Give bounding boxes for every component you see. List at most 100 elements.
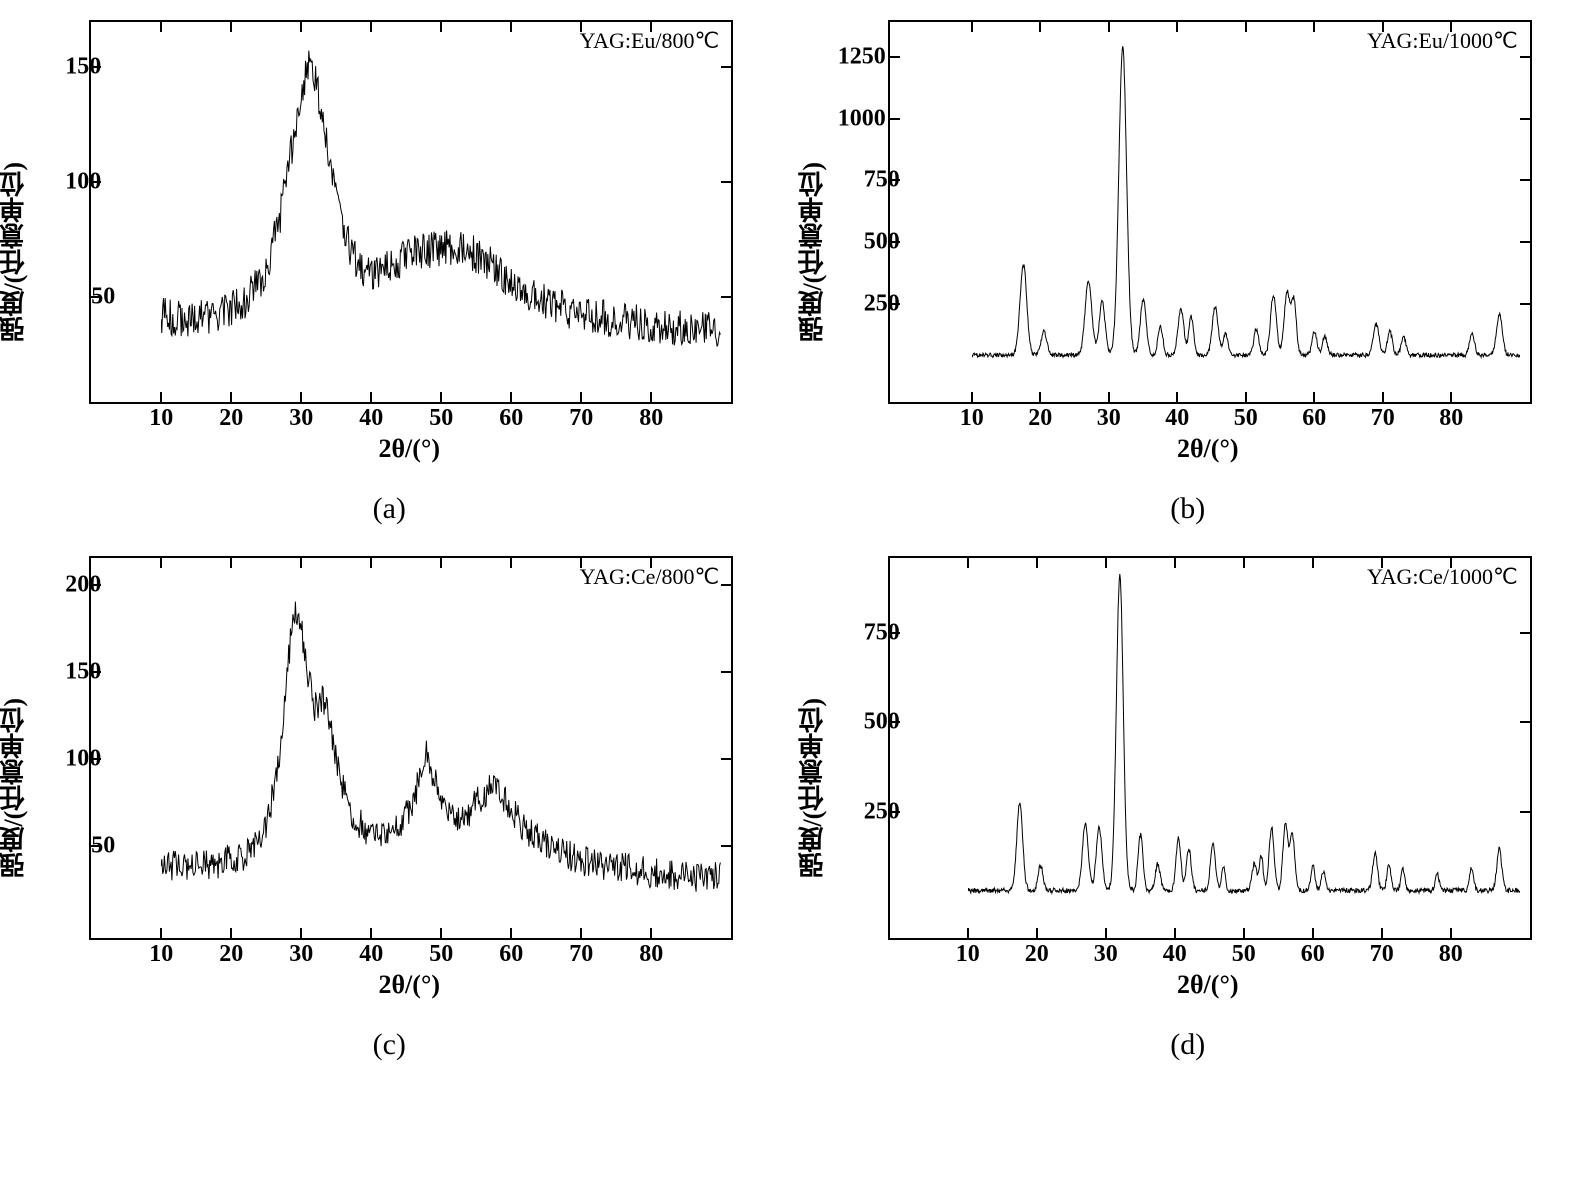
panel-d: 强度/(任意单位)YAG:Ce/1000℃1020304050607080250…	[819, 556, 1558, 1062]
y-tick-label: 500	[840, 229, 900, 256]
x-tick	[1243, 928, 1245, 938]
x-tick	[1105, 928, 1107, 938]
x-tick-label: 80	[1439, 941, 1463, 968]
x-tick	[971, 392, 973, 402]
plot-svg	[972, 32, 1520, 366]
x-tick-top	[1108, 22, 1110, 32]
x-tick-label: 30	[1094, 941, 1118, 968]
y-tick-label: 500	[840, 709, 900, 736]
chart-box: YAG:Ce/1000℃1020304050607080250500750	[888, 556, 1532, 940]
x-tick	[580, 392, 582, 402]
y-tick-label: 250	[840, 799, 900, 826]
subplot-label: (d)	[1170, 1028, 1205, 1062]
x-axis-label: 2θ/(°)	[89, 434, 729, 464]
x-tick-top	[370, 558, 372, 568]
y-tick	[890, 56, 900, 58]
x-tick	[1174, 928, 1176, 938]
x-tick	[230, 928, 232, 938]
x-tick	[650, 928, 652, 938]
y-axis-label: 强度/(任意单位)	[794, 162, 831, 343]
y-tick-label: 100	[41, 168, 101, 195]
panel-a: 强度/(任意单位)YAG:Eu/800℃10203040506070805010…	[20, 20, 759, 526]
x-tick-label: 60	[499, 941, 523, 968]
y-tick-label: 50	[55, 283, 115, 310]
x-tick-label: 50	[1232, 941, 1256, 968]
x-tick-top	[230, 558, 232, 568]
x-tick	[1176, 392, 1178, 402]
x-tick-top	[580, 558, 582, 568]
x-tick	[510, 392, 512, 402]
x-tick-label: 30	[289, 941, 313, 968]
y-tick-label: 1250	[826, 43, 886, 70]
y-tick-right	[721, 758, 731, 760]
x-tick-label: 30	[289, 405, 313, 432]
x-tick-top	[510, 558, 512, 568]
x-tick	[1450, 392, 1452, 402]
x-tick	[1313, 392, 1315, 402]
x-tick-top	[230, 22, 232, 32]
y-tick-label: 150	[41, 53, 101, 80]
y-tick-label: 750	[840, 167, 900, 194]
x-tick-label: 10	[149, 941, 173, 968]
y-tick-right	[1520, 811, 1530, 813]
x-tick	[370, 392, 372, 402]
x-tick-label: 80	[639, 941, 663, 968]
x-tick-top	[971, 22, 973, 32]
plot-svg	[161, 32, 721, 366]
x-tick	[440, 392, 442, 402]
x-tick-label: 70	[569, 941, 593, 968]
chart-box: YAG:Eu/800℃102030405060708050100150	[89, 20, 733, 404]
y-tick	[890, 118, 900, 120]
x-tick-label: 60	[499, 405, 523, 432]
y-tick-right	[1520, 118, 1530, 120]
x-tick	[650, 392, 652, 402]
x-tick-top	[1450, 558, 1452, 568]
subplot-label: (c)	[373, 1028, 406, 1062]
x-tick	[160, 392, 162, 402]
x-tick-top	[300, 558, 302, 568]
plot-svg	[968, 568, 1520, 902]
x-tick-top	[300, 22, 302, 32]
x-tick-label: 20	[1025, 941, 1049, 968]
x-tick-top	[1450, 22, 1452, 32]
chart-box: YAG:Ce/800℃102030405060708050100150200	[89, 556, 733, 940]
x-tick	[510, 928, 512, 938]
x-tick	[300, 392, 302, 402]
x-tick-top	[1174, 558, 1176, 568]
x-tick	[160, 928, 162, 938]
x-tick-top	[580, 22, 582, 32]
subplot-label: (b)	[1170, 492, 1205, 526]
y-tick-label: 250	[840, 291, 900, 318]
y-tick-right	[721, 845, 731, 847]
x-tick-label: 30	[1097, 405, 1121, 432]
x-axis-label: 2θ/(°)	[888, 434, 1528, 464]
x-tick-top	[1176, 22, 1178, 32]
x-tick-top	[1313, 22, 1315, 32]
x-tick-top	[650, 22, 652, 32]
x-tick-top	[510, 22, 512, 32]
x-tick-label: 20	[219, 405, 243, 432]
x-tick	[1312, 928, 1314, 938]
panel-c: 强度/(任意单位)YAG:Ce/800℃10203040506070805010…	[20, 556, 759, 1062]
x-tick-label: 20	[1028, 405, 1052, 432]
y-tick-right	[721, 181, 731, 183]
x-tick-label: 70	[1370, 941, 1394, 968]
x-tick-label: 40	[1163, 941, 1187, 968]
x-tick	[580, 928, 582, 938]
x-tick-top	[160, 22, 162, 32]
y-tick-right	[1520, 632, 1530, 634]
x-tick-label: 70	[569, 405, 593, 432]
x-tick-label: 10	[956, 941, 980, 968]
chart-box: YAG:Eu/1000℃1020304050607080250500750100…	[888, 20, 1532, 404]
y-tick-right	[721, 66, 731, 68]
x-tick-top	[1381, 558, 1383, 568]
x-tick-label: 40	[359, 405, 383, 432]
y-tick-label: 100	[41, 746, 101, 773]
x-tick-top	[1105, 558, 1107, 568]
y-axis-label: 强度/(任意单位)	[0, 698, 32, 879]
x-tick-label: 80	[1439, 405, 1463, 432]
x-tick-top	[1039, 22, 1041, 32]
x-tick	[1450, 928, 1452, 938]
x-tick-top	[160, 558, 162, 568]
x-tick-top	[1036, 558, 1038, 568]
